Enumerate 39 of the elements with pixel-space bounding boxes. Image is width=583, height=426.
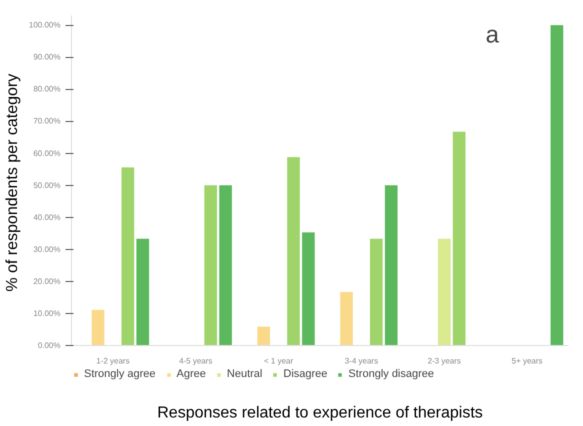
bar — [121, 167, 134, 346]
x-tick-label: < 1 year — [264, 356, 294, 366]
bar — [452, 132, 466, 346]
legend-label: Neutral — [226, 368, 262, 380]
y-tick-label: 70.00% — [33, 116, 61, 126]
legend-label: Agree — [176, 368, 206, 380]
bar — [438, 238, 451, 346]
x-tick-label: 3-4 years — [344, 356, 378, 366]
bar — [204, 185, 217, 346]
bar — [257, 326, 270, 346]
y-tick-label: 0.00% — [38, 341, 61, 350]
y-axis-title: % of respondents per category — [4, 74, 21, 292]
y-tick-label: 50.00% — [33, 180, 61, 190]
annotation: a — [486, 22, 500, 48]
y-tick-label: 90.00% — [33, 52, 61, 62]
legend-label: Strongly agree — [84, 368, 156, 380]
y-tick-label: 60.00% — [33, 148, 61, 158]
bar — [302, 232, 315, 346]
bar — [287, 157, 300, 346]
x-tick-label: 1-2 years — [96, 356, 130, 366]
bar — [550, 25, 564, 346]
bar — [340, 292, 353, 346]
y-tick-label: 10.00% — [33, 308, 61, 318]
y-tick-label: 30.00% — [33, 244, 61, 254]
bar — [219, 185, 232, 346]
x-tick-label: 2-3 years — [428, 356, 461, 366]
bar — [136, 238, 150, 346]
x-tick-label: 5+ years — [512, 356, 543, 366]
y-tick-label: 40.00% — [33, 212, 61, 222]
y-tick-label: 20.00% — [33, 276, 61, 286]
bar — [370, 238, 383, 346]
legend-label: Disagree — [283, 368, 328, 380]
bar — [384, 185, 398, 346]
x-axis-title: Responses related to experience of therapists — [157, 404, 483, 422]
y-tick-label: 80.00% — [33, 84, 61, 94]
x-tick-label: 4-5 years — [179, 356, 212, 366]
y-tick-label: 100.00% — [28, 20, 61, 30]
legend-label: Strongly disagree — [348, 368, 434, 380]
bar — [92, 310, 104, 346]
